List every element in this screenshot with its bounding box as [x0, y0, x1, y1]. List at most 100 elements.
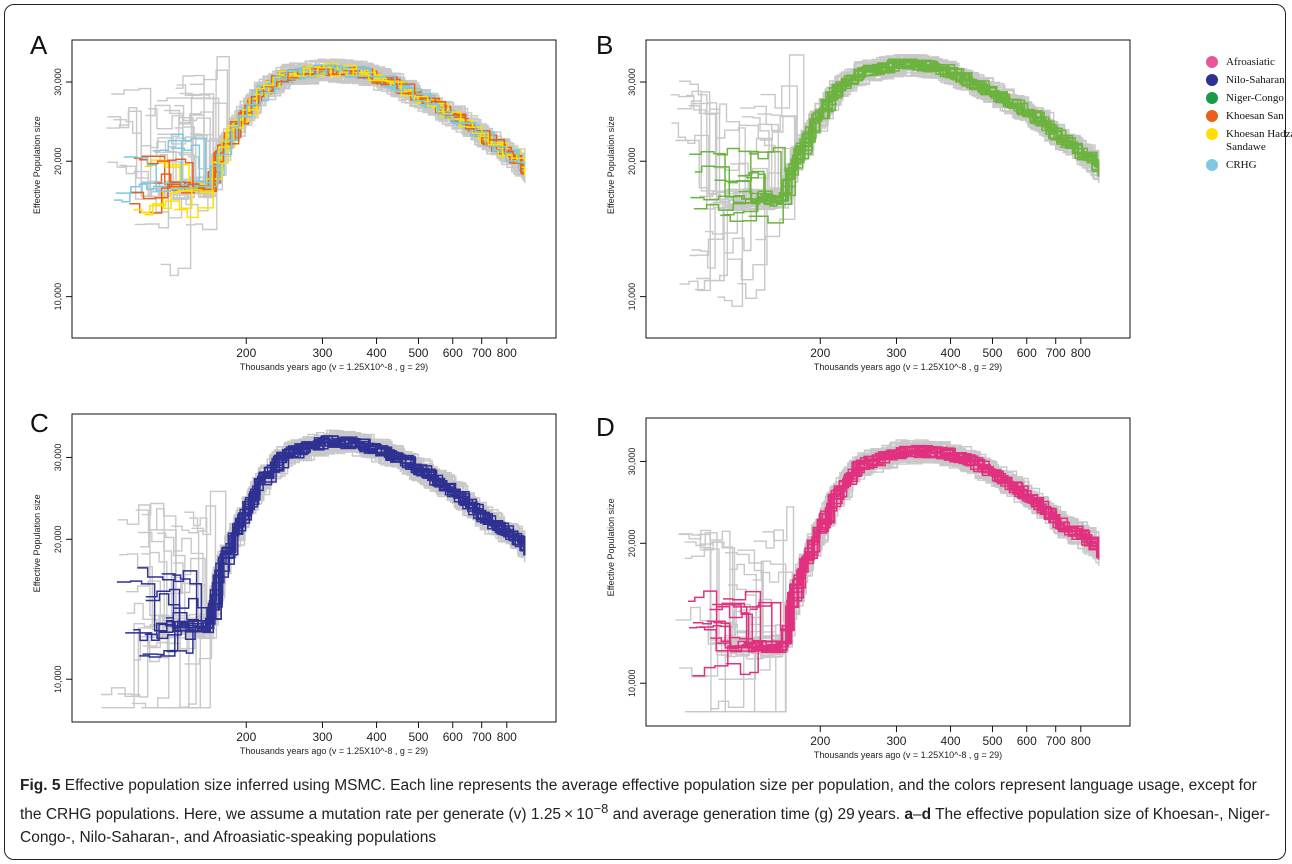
background-series-line	[135, 432, 526, 636]
x-tick-label: 500	[408, 730, 428, 744]
x-tick-label: 600	[1017, 346, 1037, 360]
y-tick-label: 20,000	[627, 147, 637, 175]
caption-text-1: Effective population size inferred using…	[20, 777, 1257, 824]
legend: Afroasiatic Nilo-Saharan Niger-Congo Khoesa…	[1206, 56, 1292, 177]
background-series-line	[101, 436, 526, 709]
y-tick-label: 10,000	[627, 669, 637, 697]
x-tick-label: 400	[367, 346, 387, 360]
x-tick-label: 200	[236, 730, 256, 744]
background-series-line	[678, 55, 1100, 211]
panel-letter-d: D	[596, 412, 615, 442]
legend-item: CRHG	[1206, 159, 1292, 172]
plot-box	[645, 417, 1131, 727]
x-tick-label: 200	[810, 346, 830, 360]
y-axis-label: Effective Population size	[32, 494, 42, 592]
x-tick-label: 200	[810, 734, 830, 748]
highlight-series-line	[716, 448, 1100, 653]
background-series-line	[679, 441, 1100, 656]
background-series-line	[698, 439, 1100, 657]
y-tick-label: 10,000	[53, 665, 63, 693]
x-tick-label: 300	[312, 346, 332, 360]
legend-label: Khoesan San	[1226, 110, 1284, 122]
background-series-line	[696, 443, 1100, 660]
y-axis-label: Effective Population size	[606, 116, 616, 214]
x-tick-label: 300	[886, 734, 906, 748]
figure-caption: Fig. 5 Effective population size inferre…	[20, 774, 1274, 849]
legend-label: Nilo-Saharan	[1226, 74, 1285, 86]
y-axis-label: Effective Population size	[32, 116, 42, 214]
x-tick-label: 400	[941, 734, 961, 748]
panel-letter-c: C	[30, 408, 49, 438]
highlight-series-line	[165, 437, 526, 634]
background-series-line	[174, 431, 526, 636]
y-tick-label: 30,000	[627, 448, 637, 476]
x-tick-label: 800	[1071, 734, 1091, 748]
plot-panel-c: 200 300 400 500 600 700 800 Thousands years ago…	[32, 413, 557, 756]
highlight-series-line	[123, 64, 526, 192]
caption-dash: –	[912, 806, 922, 824]
highlight-series-line	[144, 66, 526, 216]
x-tick-label: 800	[1071, 346, 1091, 360]
caption-panels-end: d	[921, 806, 932, 824]
plot-box	[71, 39, 557, 339]
highlight-series-line	[728, 445, 1100, 651]
plot-panel-d: 200 300 400 500 600 700 800 Thousands years ago…	[606, 417, 1131, 760]
legend-item: Afroasiatic	[1206, 56, 1292, 69]
x-tick-label: 700	[472, 346, 492, 360]
background-series-line	[699, 60, 1100, 210]
plot-box	[71, 413, 557, 723]
legend-label: Niger-Congo	[1226, 92, 1284, 104]
legend-item: Nilo-Saharan	[1206, 74, 1292, 87]
highlight-series-line	[709, 446, 1100, 654]
background-series-line	[117, 436, 526, 698]
background-series-line	[670, 56, 1100, 209]
y-tick-label: 30,000	[627, 68, 637, 96]
highlight-series-line	[722, 446, 1100, 652]
x-tick-label: 800	[497, 730, 517, 744]
legend-item: Niger-Congo	[1206, 92, 1292, 105]
x-tick-label: 700	[1046, 734, 1066, 748]
panel-letter-b: B	[596, 30, 614, 60]
highlight-series-line	[131, 68, 526, 200]
y-tick-label: 20,000	[53, 147, 63, 175]
background-series-line	[677, 56, 1100, 211]
plot-box	[645, 39, 1131, 339]
background-series-line	[696, 59, 1100, 282]
y-tick-label: 30,000	[53, 444, 63, 472]
caption-label: Fig. 5	[20, 777, 61, 794]
highlight-series-line	[137, 439, 526, 633]
highlight-series-line	[693, 58, 1100, 211]
background-series-line	[699, 441, 1100, 652]
x-tick-label: 600	[1017, 734, 1037, 748]
background-series-line	[718, 444, 1100, 653]
x-tick-label: 400	[367, 730, 387, 744]
x-tick-label: 500	[408, 346, 428, 360]
legend-label: CRHG	[1226, 159, 1257, 171]
x-tick-label: 600	[443, 730, 463, 744]
y-tick-label: 20,000	[627, 530, 637, 558]
x-axis-label: Thousands years ago (v = 1.25X10^-8 , g …	[814, 750, 1002, 760]
highlight-series-line	[166, 442, 526, 654]
legend-item: Khoesan San	[1206, 110, 1292, 123]
legend-label: Khoesan Hadza Sandawe	[1226, 128, 1292, 153]
x-tick-label: 600	[443, 346, 463, 360]
legend-swatch-icon	[1206, 92, 1218, 104]
y-tick-label: 10,000	[627, 283, 637, 311]
x-tick-label: 700	[472, 730, 492, 744]
legend-swatch-icon	[1206, 56, 1218, 68]
legend-swatch-icon	[1206, 110, 1218, 122]
background-series-line	[185, 59, 526, 231]
highlight-series-line	[699, 446, 1100, 653]
plot-panel-b: 200 300 400 500 600 700 800 Thousands years ago…	[606, 39, 1131, 372]
legend-swatch-icon	[1206, 128, 1218, 140]
background-series-line	[725, 442, 1100, 656]
background-series-line	[166, 436, 526, 650]
highlight-series-line	[159, 437, 526, 640]
highlight-series-line	[133, 438, 526, 642]
y-tick-label: 10,000	[53, 283, 63, 311]
y-tick-label: 30,000	[53, 68, 63, 96]
background-series-line	[691, 61, 1100, 269]
highlight-series-line	[689, 447, 1100, 653]
x-tick-label: 300	[312, 730, 332, 744]
highlight-series-line	[707, 450, 1100, 653]
